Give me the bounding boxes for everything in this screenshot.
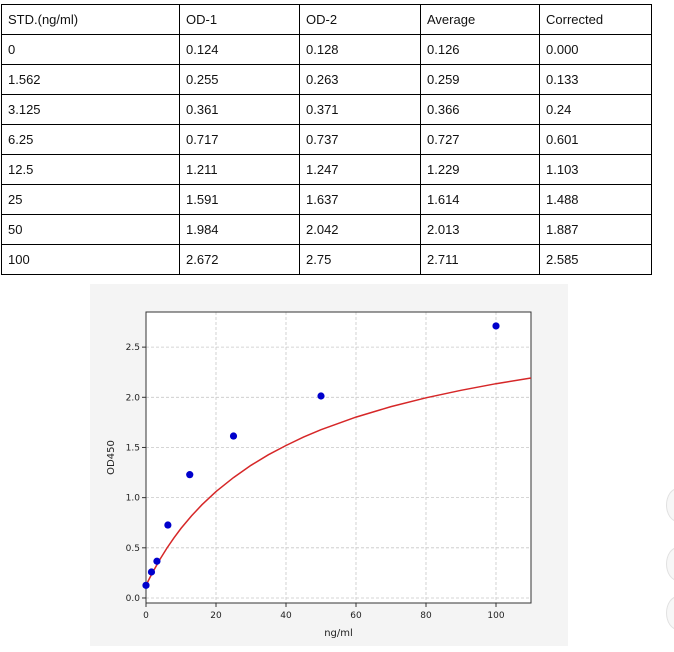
- table-row: 0 0.124 0.128 0.126 0.000: [1, 34, 652, 65]
- scroll-knob[interactable]: [666, 547, 674, 581]
- table-cell: OD-1: [179, 4, 300, 35]
- table-row: 6.25 0.717 0.737 0.727 0.601: [1, 124, 652, 155]
- table-cell: 0.126: [420, 34, 540, 65]
- table-row: 12.5 1.211 1.247 1.229 1.103: [1, 154, 652, 185]
- table-cell: 2.585: [539, 244, 652, 275]
- table-cell: Average: [420, 4, 540, 35]
- standard-curve-chart: 0 20 40 60 80 100 0.0 0.5 1.0 1.5 2.0 2.5 ng/ml OD450: [90, 284, 568, 646]
- table-cell: Corrected: [539, 4, 652, 35]
- table-row: 100 2.672 2.75 2.711 2.585: [1, 244, 652, 275]
- table-cell: 1.211: [179, 154, 300, 185]
- table-cell: 25: [1, 184, 180, 215]
- y-tick-label: 2.0: [126, 393, 141, 403]
- table-cell: 2.042: [299, 214, 421, 245]
- fit-curve: [145, 377, 532, 586]
- table-cell: 12.5: [1, 154, 180, 185]
- table-row: 25 1.591 1.637 1.614 1.488: [1, 184, 652, 215]
- y-axis-title: OD450: [106, 440, 117, 475]
- table-cell: 1.247: [299, 154, 421, 185]
- table-cell: 0.371: [299, 94, 421, 125]
- y-tick-label: 1.5: [126, 443, 140, 453]
- data-point: [186, 471, 194, 479]
- data-point: [142, 581, 150, 589]
- data-point: [153, 557, 161, 565]
- table-header-row: STD.(ng/ml) OD-1 OD-2 Average Corrected: [1, 4, 652, 35]
- data-point: [492, 322, 500, 330]
- x-tick-label: 60: [350, 611, 362, 621]
- table-cell: 1.614: [420, 184, 540, 215]
- x-tick-label: 100: [487, 611, 504, 621]
- table-cell: 50: [1, 214, 180, 245]
- table-cell: 0.24: [539, 94, 652, 125]
- table-row: 50 1.984 2.042 2.013 1.887: [1, 214, 652, 245]
- table-cell: 1.103: [539, 154, 652, 185]
- standard-table: STD.(ng/ml) OD-1 OD-2 Average Corrected 0 0.12…: [1, 4, 652, 275]
- table-cell: 0.737: [299, 124, 421, 155]
- table-cell: 0.259: [420, 64, 540, 95]
- table-cell: 1.591: [179, 184, 300, 215]
- y-tick-label: 1.0: [126, 494, 141, 504]
- table-cell: 3.125: [1, 94, 180, 125]
- table-cell: 2.013: [420, 214, 540, 245]
- y-tick-label: 0.5: [126, 544, 140, 554]
- table-cell: 1.887: [539, 214, 652, 245]
- table-cell: 0.601: [539, 124, 652, 155]
- table-row: 3.125 0.361 0.371 0.366 0.24: [1, 94, 652, 125]
- table-cell: 0.263: [299, 64, 421, 95]
- table-cell: 0.255: [179, 64, 300, 95]
- chart-canvas: 0 20 40 60 80 100 0.0 0.5 1.0 1.5 2.0 2.5 ng/ml OD450: [106, 311, 532, 639]
- table-cell: 2.672: [179, 244, 300, 275]
- table-cell: 0.133: [539, 64, 652, 95]
- table-cell: STD.(ng/ml): [1, 4, 180, 35]
- plot-frame: [145, 311, 532, 604]
- x-tick-label: 80: [420, 611, 432, 621]
- y-tick-label: 2.5: [126, 343, 140, 353]
- table-cell: 0.000: [539, 34, 652, 65]
- x-tick-label: 20: [210, 611, 222, 621]
- table-cell: 1.637: [299, 184, 421, 215]
- x-tick-label: 40: [280, 611, 292, 621]
- table-cell: 0.727: [420, 124, 540, 155]
- scroll-knob[interactable]: [666, 488, 674, 522]
- table-cell: 1.562: [1, 64, 180, 95]
- table-cell: 2.711: [420, 244, 540, 275]
- data-point: [317, 392, 325, 400]
- x-axis-title: ng/ml: [324, 628, 353, 639]
- table-row: 1.562 0.255 0.263 0.259 0.133: [1, 64, 652, 95]
- table-cell: 6.25: [1, 124, 180, 155]
- scroll-knob[interactable]: [666, 596, 674, 630]
- table-cell: 100: [1, 244, 180, 275]
- table-cell: 0.128: [299, 34, 421, 65]
- table-cell: OD-2: [299, 4, 421, 35]
- table-cell: 2.75: [299, 244, 421, 275]
- table-cell: 0.361: [179, 94, 300, 125]
- table-cell: 0.366: [420, 94, 540, 125]
- data-point: [229, 432, 238, 440]
- table-cell: 0.717: [179, 124, 300, 155]
- plot-area: [146, 312, 531, 603]
- x-tick-label: 0: [143, 611, 149, 621]
- table-cell: 1.488: [539, 184, 652, 215]
- table-cell: 0.124: [179, 34, 300, 65]
- table-cell: 1.229: [420, 154, 540, 185]
- table-cell: 1.984: [179, 214, 300, 245]
- table-cell: 0: [1, 34, 180, 65]
- data-point: [164, 521, 172, 529]
- data-point: [147, 568, 156, 576]
- y-tick-label: 0.0: [126, 594, 141, 604]
